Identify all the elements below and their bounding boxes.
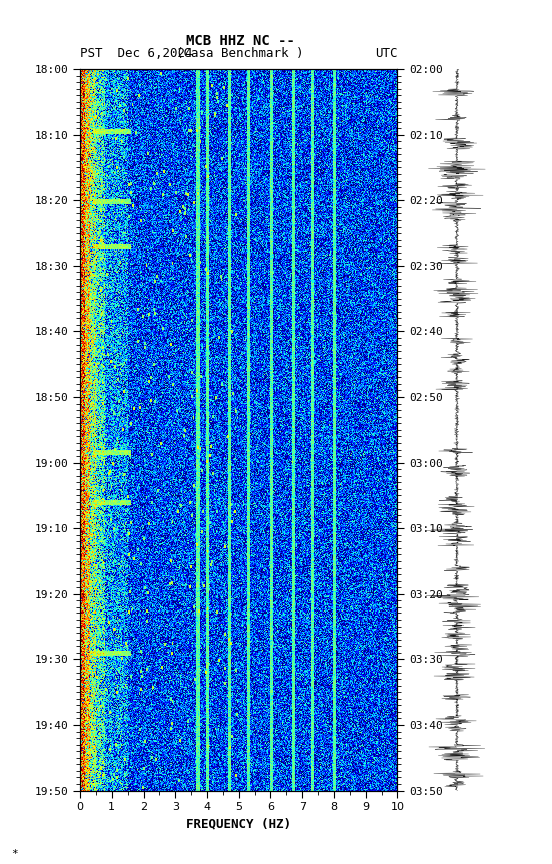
X-axis label: FREQUENCY (HZ): FREQUENCY (HZ)	[186, 818, 291, 831]
Text: MCB HHZ NC --: MCB HHZ NC --	[185, 34, 295, 48]
Text: UTC: UTC	[375, 48, 397, 60]
Text: *: *	[11, 849, 18, 859]
Text: PST  Dec 6,2024: PST Dec 6,2024	[80, 48, 193, 60]
Text: (Casa Benchmark ): (Casa Benchmark )	[177, 48, 304, 60]
